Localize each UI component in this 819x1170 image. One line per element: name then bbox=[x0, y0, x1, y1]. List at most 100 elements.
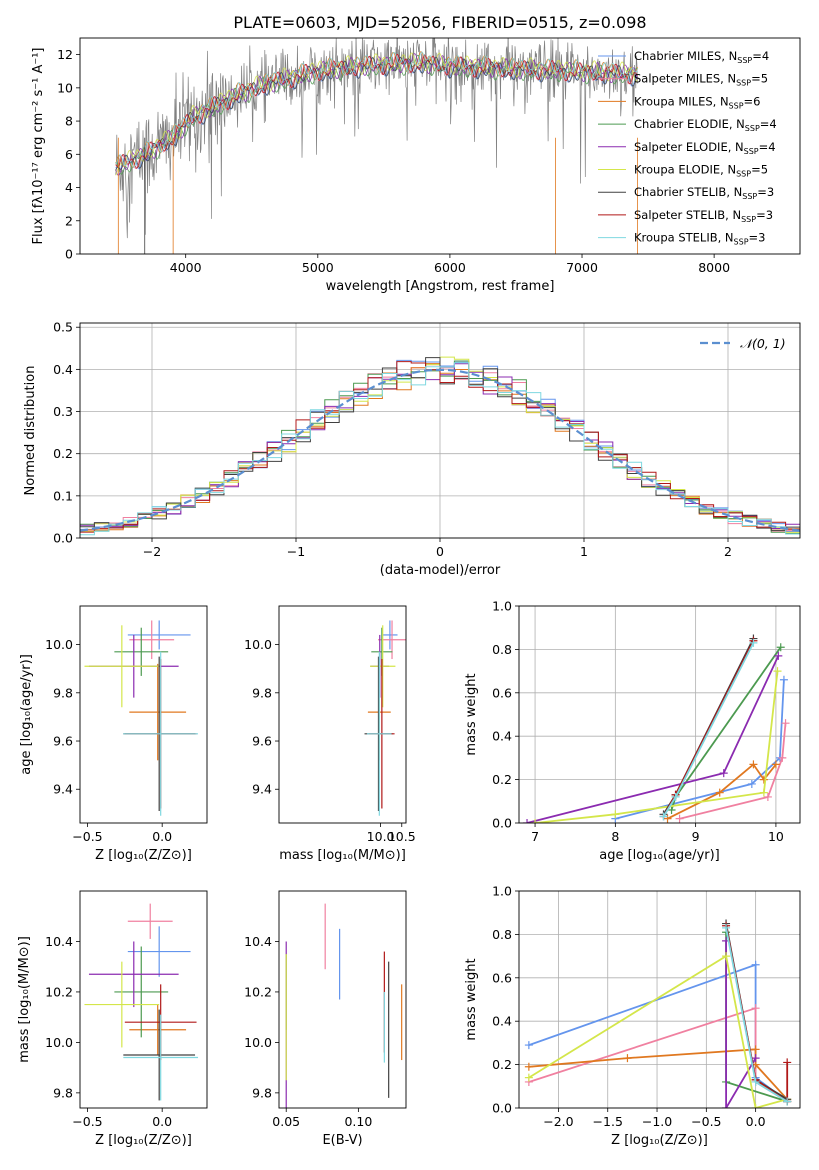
residuals-axes: −2 −1 0 1 2 0.0 0.1 0.2 0.3 0.4 0.5 (data-model)/er… bbox=[23, 320, 801, 578]
mass-weight-marker bbox=[751, 1045, 760, 1054]
mass-weight-marker bbox=[759, 775, 768, 784]
mass-weight-marker bbox=[671, 792, 680, 801]
mass-vs-extinction-plot-area bbox=[285, 903, 403, 1108]
legend-entry: Kroupa ELODIE, NSSP=5 bbox=[634, 163, 768, 179]
figure-title: PLATE=0603, MJD=52056, FIBERID=0515, z=0… bbox=[233, 13, 646, 32]
panels: 4000 5000 6000 7000 8000024681012wavelength … bbox=[17, 37, 801, 1148]
residuals-xtick-label: 1 bbox=[580, 544, 588, 559]
mass-weight-vs-metallicity-ytick-label: 0.2 bbox=[492, 1057, 512, 1072]
residuals-xtick-label: 0 bbox=[436, 544, 444, 559]
mass-weight-vs-age-xtick-label: 10 bbox=[768, 829, 784, 844]
spectrum-legend: Chabrier MILES, NSSP=4 Salpeter MILES, NS… bbox=[598, 49, 777, 247]
mass-weight-marker bbox=[751, 1004, 760, 1013]
residuals-ytick-label: 0.1 bbox=[53, 488, 73, 503]
legend-entry: Kroupa STELIB, NSSP=3 bbox=[634, 231, 765, 247]
spectrum-xlabel: wavelength [Angstrom, rest frame] bbox=[326, 279, 555, 294]
gaussian-legend-label: 𝒩(0, 1) bbox=[740, 336, 786, 351]
age-vs-metallicity-ytick-label: 10.0 bbox=[45, 637, 73, 652]
mass-weight-marker bbox=[747, 779, 756, 788]
mass-weight-line bbox=[528, 963, 788, 1103]
mass-vs-metallicity-xtick-label: 0.0 bbox=[152, 1114, 172, 1129]
residuals-xlabel: (data-model)/error bbox=[380, 563, 501, 578]
residuals-plot-area bbox=[80, 356, 800, 536]
spectrum-ytick-label: 0 bbox=[65, 247, 73, 262]
mass-weight-vs-age-ytick-label: 0.6 bbox=[492, 685, 512, 700]
age-vs-metallicity-frame bbox=[79, 605, 208, 824]
age-vs-mass-ytick-label: 9.4 bbox=[252, 782, 272, 797]
spectrum-frame bbox=[79, 37, 801, 255]
age-vs-metallicity-xtick-label: −0.5 bbox=[72, 829, 102, 844]
residuals-ytick-label: 0.3 bbox=[53, 404, 73, 419]
age-vs-metallicity-plot-area bbox=[84, 620, 199, 816]
spectrum-xtick-label: 7000 bbox=[566, 260, 598, 275]
mass-vs-metallicity-ytick-label: 10.0 bbox=[45, 1035, 73, 1050]
mass-vs-extinction-xtick-label: 0.10 bbox=[344, 1114, 372, 1129]
residuals-ytick-label: 0.2 bbox=[53, 446, 73, 461]
spectrum-plot-area bbox=[115, 38, 638, 254]
mass-weight-marker bbox=[722, 923, 731, 932]
mass-weight-line bbox=[725, 923, 788, 1101]
mass-weight-vs-metallicity-xtick-label: 0.0 bbox=[746, 1114, 766, 1129]
mass-weight-vs-age-axes: 7 8 9 10 0.0 0.2 0.4 0.6 0.8 1.0 age [log₁₀(age/yr… bbox=[464, 599, 801, 863]
spectrum-xtick-label: 4000 bbox=[170, 260, 202, 275]
mass-weight-vs-metallicity-xtick-label: −2.0 bbox=[543, 1114, 573, 1129]
age-vs-mass-ytick-label: 9.8 bbox=[252, 685, 272, 700]
mass-vs-extinction-ytick-label: 10.4 bbox=[244, 934, 272, 949]
mass-vs-metallicity-plot-area bbox=[84, 903, 199, 1101]
age-vs-mass-ytick-label: 10.0 bbox=[244, 637, 272, 652]
mass-weight-vs-age-ytick-label: 0.2 bbox=[492, 772, 512, 787]
mass-weight-vs-age-xlabel: age [log₁₀(age/yr)] bbox=[599, 848, 720, 863]
mass-vs-metallicity-ytick-label: 9.8 bbox=[53, 1085, 73, 1100]
mass-weight-vs-age-frame bbox=[518, 605, 801, 824]
spectrum-xtick-label: 8000 bbox=[698, 260, 730, 275]
model-spectrum-line bbox=[115, 53, 638, 169]
residuals-ytick-label: 0.0 bbox=[53, 531, 73, 546]
mass-weight-marker bbox=[523, 819, 532, 823]
mass-weight-marker bbox=[783, 1097, 792, 1106]
mass-weight-marker bbox=[778, 753, 787, 762]
spectrum-xtick-label: 6000 bbox=[434, 260, 466, 275]
mass-weight-marker bbox=[776, 643, 785, 652]
mass-weight-vs-age-plot-area bbox=[523, 634, 790, 823]
residuals-xtick-label: −2 bbox=[143, 544, 161, 559]
spectrum-ytick-label: 4 bbox=[65, 180, 73, 195]
model-spectrum-line bbox=[115, 54, 638, 175]
age-vs-mass-xlabel: mass [log₁₀(M/M⊙)] bbox=[279, 848, 406, 863]
spectrum-xtick-label: 5000 bbox=[302, 260, 334, 275]
age-vs-metallicity-axes: −0.5 0.0 9.4 9.6 9.8 10.0 Z [log₁₀(Z/Z⊙)] age [… bbox=[19, 605, 208, 863]
spectrum-ylabel: Flux [fλ10⁻¹⁷ erg cm⁻² s⁻¹ A⁻¹] bbox=[31, 48, 46, 245]
residuals-ytick-label: 0.4 bbox=[53, 362, 73, 377]
mass-weight-marker bbox=[751, 960, 760, 969]
mass-weight-vs-metallicity-plot-area bbox=[524, 919, 792, 1108]
mass-weight-marker bbox=[531, 819, 540, 823]
mass-weight-vs-age-ytick-label: 0.8 bbox=[492, 642, 512, 657]
mass-weight-line bbox=[725, 925, 789, 1104]
mass-weight-marker bbox=[774, 651, 783, 660]
mass-weight-marker bbox=[771, 760, 780, 769]
legend-entry: Chabrier STELIB, NSSP=3 bbox=[634, 185, 774, 201]
age-vs-metallicity-ytick-label: 9.6 bbox=[53, 734, 73, 749]
mass-weight-marker bbox=[763, 792, 772, 801]
mass-weight-vs-age-xtick-label: 8 bbox=[611, 829, 619, 844]
mass-weight-vs-metallicity-xtick-label: −1.5 bbox=[593, 1114, 623, 1129]
age-vs-mass-plot-area bbox=[364, 620, 406, 816]
mass-weight-marker bbox=[715, 788, 724, 797]
mass-weight-vs-metallicity-xtick-label: −1.0 bbox=[642, 1114, 672, 1129]
age-vs-mass-xtick-label: 10.0 bbox=[367, 829, 395, 844]
mass-vs-extinction-frame bbox=[278, 890, 407, 1109]
mass-vs-metallicity-ylabel: mass [log₁₀(M/M⊙)] bbox=[17, 936, 32, 1063]
model-spectrum-line bbox=[115, 51, 638, 168]
gaussian-reference-curve bbox=[80, 368, 800, 532]
mass-weight-vs-metallicity-axes: −2.0 −1.5 −1.0 −0.5 0.0 0.0 0.2 0.4 0.6 0.8 1.0 Z [… bbox=[464, 884, 801, 1148]
mass-weight-vs-metallicity-frame bbox=[518, 890, 801, 1109]
age-vs-metallicity-ylabel: age [log₁₀(age/yr)] bbox=[19, 654, 34, 775]
mass-weight-line bbox=[528, 954, 788, 1108]
mass-weight-line bbox=[526, 655, 780, 823]
age-vs-metallicity-xlabel: Z [log₁₀(Z/Z⊙)] bbox=[95, 848, 192, 863]
mass-weight-marker bbox=[659, 812, 668, 821]
spectrum-axes: 4000 5000 6000 7000 8000 0 2 4 6 8 10 12 wavelength … bbox=[31, 37, 801, 294]
legend-entry: Chabrier MILES, NSSP=4 bbox=[634, 49, 769, 65]
mass-weight-vs-age-xtick-label: 9 bbox=[692, 829, 700, 844]
mass-weight-marker bbox=[675, 814, 684, 823]
